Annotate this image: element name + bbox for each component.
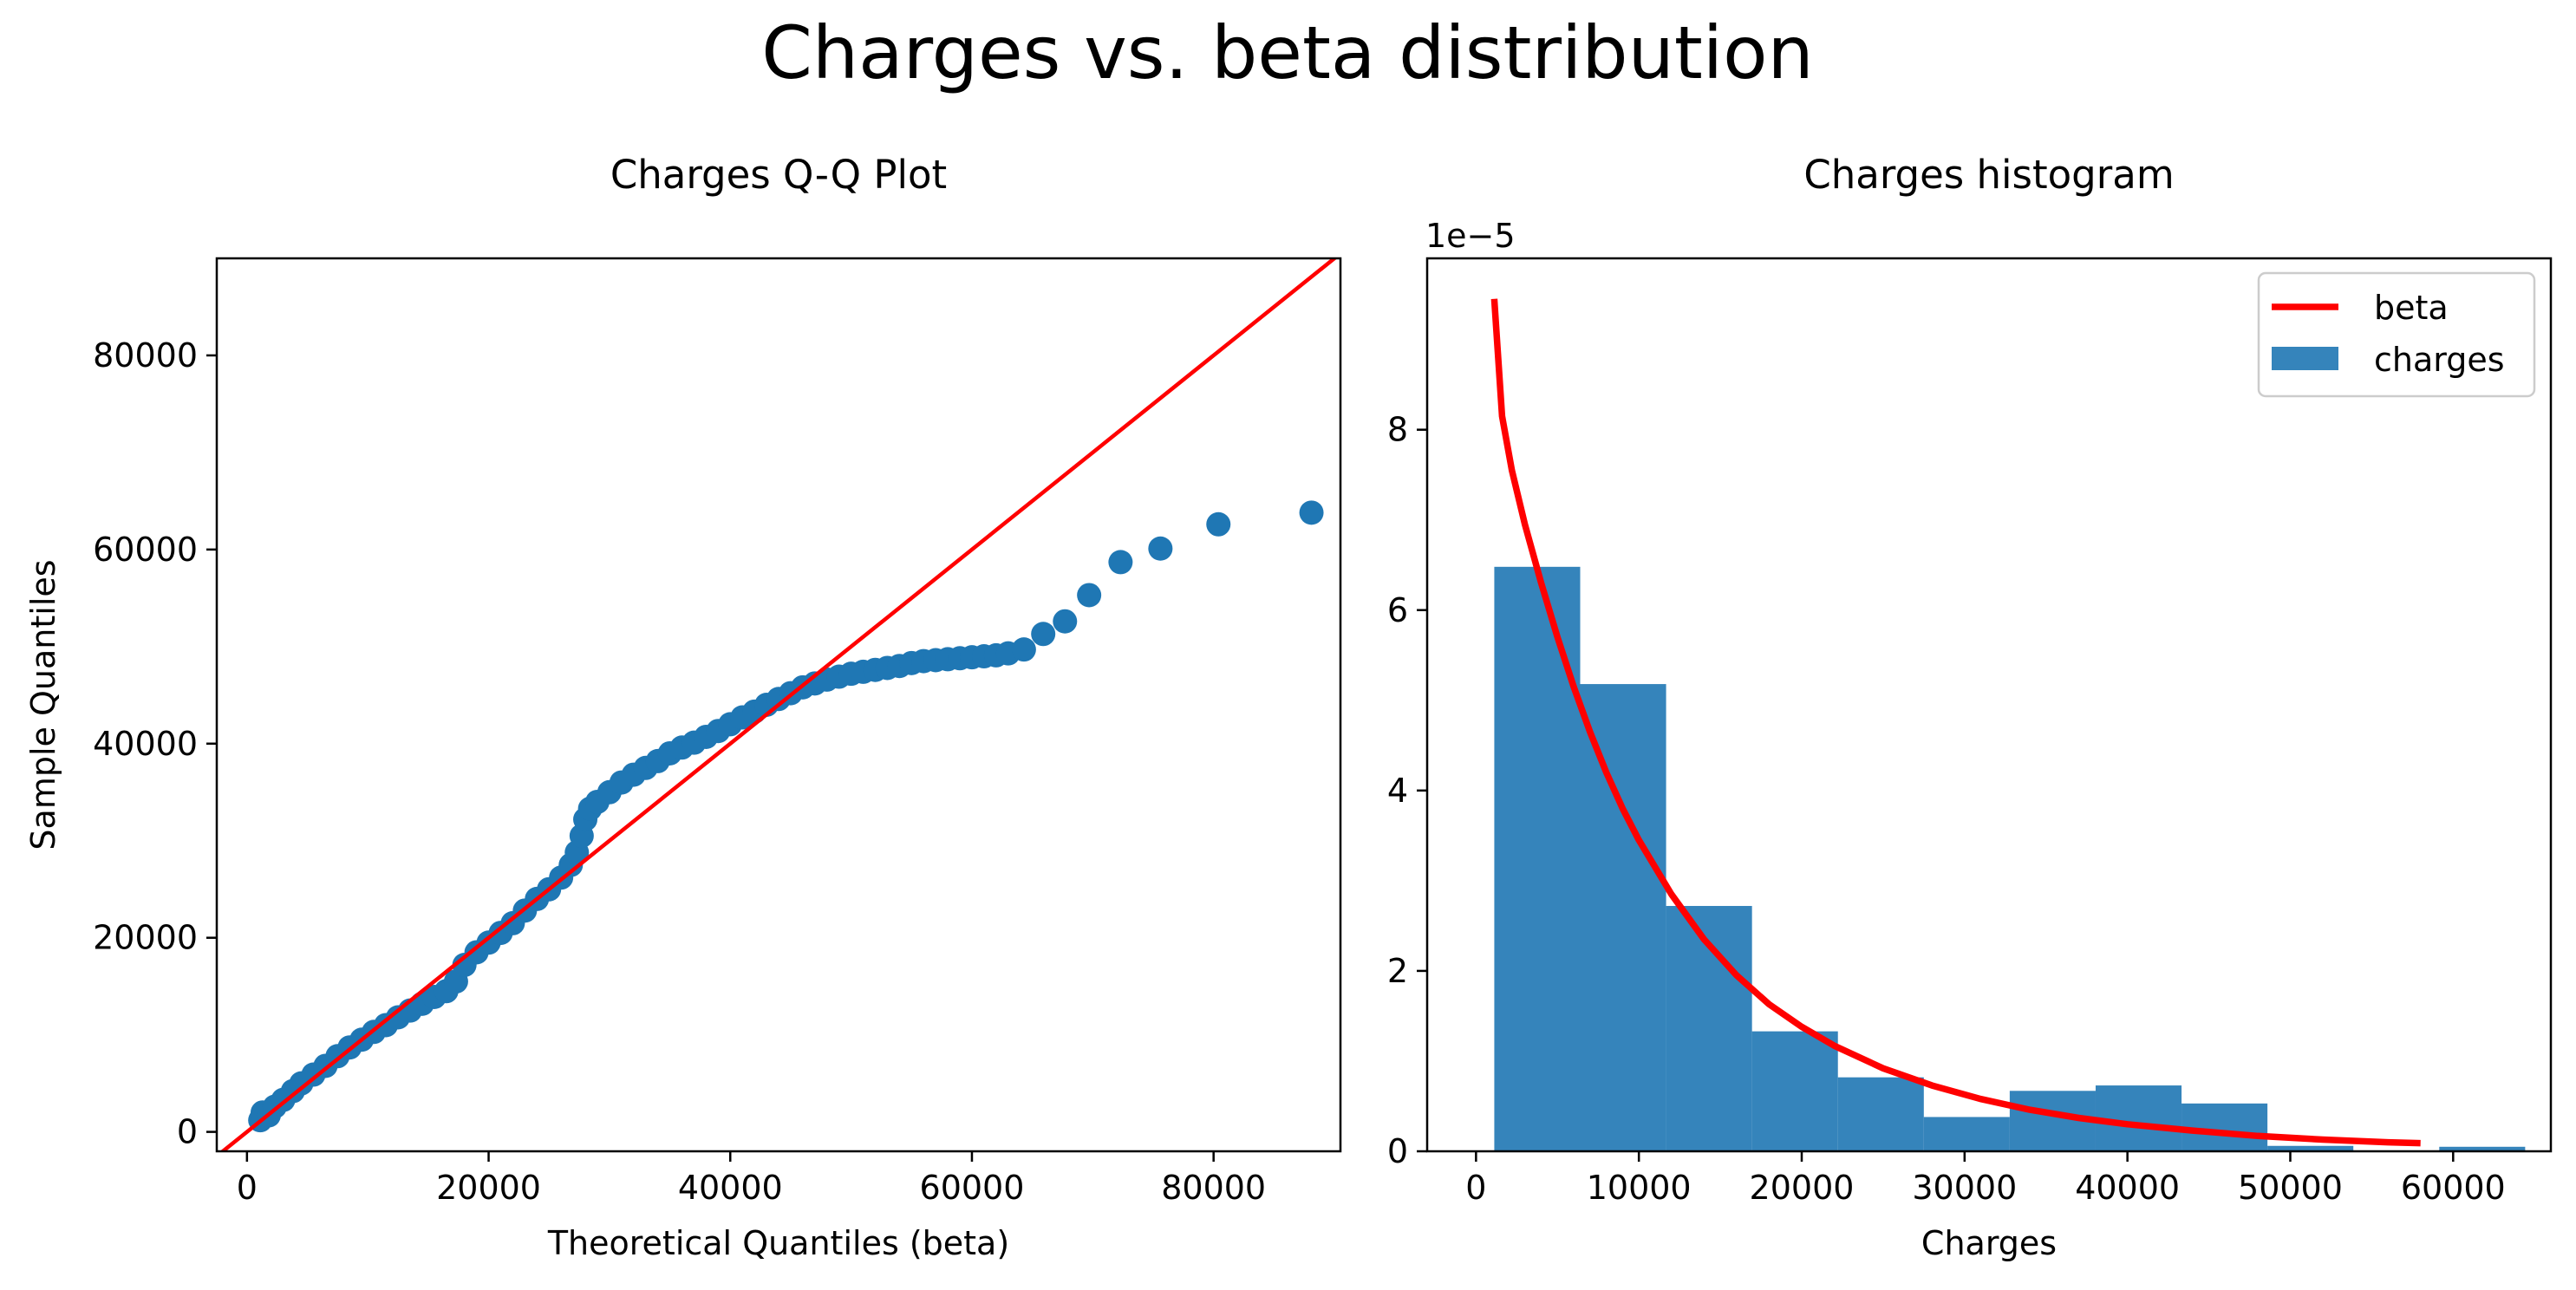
- hist-y-tick-label: 0: [1387, 1132, 1408, 1170]
- qq-point: [1299, 500, 1324, 525]
- hist-x-tick-label: 60000: [2401, 1169, 2506, 1207]
- qq-x-tick-label: 20000: [436, 1169, 541, 1207]
- hist-bar: [1494, 566, 1581, 1151]
- legend-beta-label: beta: [2374, 289, 2449, 327]
- qq-y-tick-label: 40000: [93, 725, 198, 763]
- figure-title: Charges vs. beta distribution: [761, 10, 1814, 95]
- qq-plot: Charges Q-Q Plot 0 20000 40000 60000 80000 0…: [24, 152, 1342, 1262]
- hist-bar: [1751, 1031, 1838, 1151]
- hist-y-tick-label: 4: [1387, 772, 1408, 810]
- hist-bar: [2439, 1146, 2526, 1151]
- qq-plot-area: [219, 258, 1338, 1151]
- qq-point: [1031, 622, 1056, 647]
- qq-x-tick-label: 40000: [678, 1169, 783, 1207]
- hist-x-axis: 0 10000 20000 30000 40000 50000 60000: [1465, 1151, 2506, 1207]
- hist-x-tick-label: 50000: [2238, 1169, 2343, 1207]
- hist-bar: [1837, 1077, 1924, 1151]
- qq-point: [1206, 511, 1231, 537]
- qq-reference-line: [219, 258, 1338, 1151]
- qq-point: [1077, 583, 1102, 608]
- hist-bar: [2181, 1103, 2268, 1151]
- qq-y-label: Sample Quantiles: [24, 559, 62, 850]
- hist-y-axis: 0 2 4 6 8: [1387, 411, 1427, 1170]
- hist-y-tick-label: 6: [1387, 591, 1408, 629]
- hist-scale-label: 1e−5: [1425, 217, 1516, 255]
- histogram-chart: Charges histogram 1e−5 0 10000 20000 30000 4…: [1387, 152, 2553, 1262]
- qq-point: [1053, 609, 1078, 634]
- hist-x-tick-label: 10000: [1587, 1169, 1692, 1207]
- legend-charges-swatch: [2272, 347, 2338, 370]
- hist-bar: [1580, 684, 1666, 1151]
- hist-x-tick-label: 30000: [1912, 1169, 2017, 1207]
- hist-title: Charges histogram: [1803, 152, 2174, 198]
- hist-bar: [2267, 1145, 2354, 1151]
- qq-x-label: Theoretical Quantiles (beta): [547, 1224, 1009, 1262]
- hist-y-tick-label: 8: [1387, 411, 1408, 449]
- qq-y-tick-label: 60000: [93, 531, 198, 569]
- beta-curve: [1490, 298, 2421, 1147]
- qq-y-tick-label: 80000: [93, 336, 198, 375]
- hist-axes-frame: [1425, 257, 2553, 1153]
- qq-point: [1148, 536, 1173, 561]
- qq-y-tick-label: 20000: [93, 919, 198, 957]
- hist-x-label: Charges: [1921, 1224, 2057, 1262]
- qq-title: Charges Q-Q Plot: [610, 152, 947, 198]
- qq-x-tick-label: 0: [237, 1169, 258, 1207]
- hist-x-tick-label: 40000: [2075, 1169, 2180, 1207]
- qq-x-tick-label: 60000: [920, 1169, 1025, 1207]
- legend-charges-label: charges: [2374, 341, 2505, 379]
- qq-y-axis: 0 20000 40000 60000 80000: [93, 336, 217, 1151]
- qq-x-axis: 0 20000 40000 60000 80000: [237, 1151, 1266, 1207]
- qq-points: [248, 500, 1324, 1133]
- qq-y-tick-label: 0: [177, 1113, 198, 1151]
- qq-point: [1108, 550, 1133, 575]
- qq-point: [1011, 637, 1036, 662]
- qq-x-tick-label: 80000: [1161, 1169, 1266, 1207]
- legend: beta charges: [2257, 271, 2536, 398]
- hist-y-tick-label: 2: [1387, 952, 1408, 990]
- hist-bar: [2095, 1085, 2182, 1151]
- hist-x-tick-label: 0: [1465, 1169, 1486, 1207]
- hist-x-tick-label: 20000: [1750, 1169, 1855, 1207]
- hist-bars: [1494, 566, 2526, 1151]
- hist-bar: [1923, 1117, 2010, 1151]
- qq-axes-frame: [215, 257, 1342, 1153]
